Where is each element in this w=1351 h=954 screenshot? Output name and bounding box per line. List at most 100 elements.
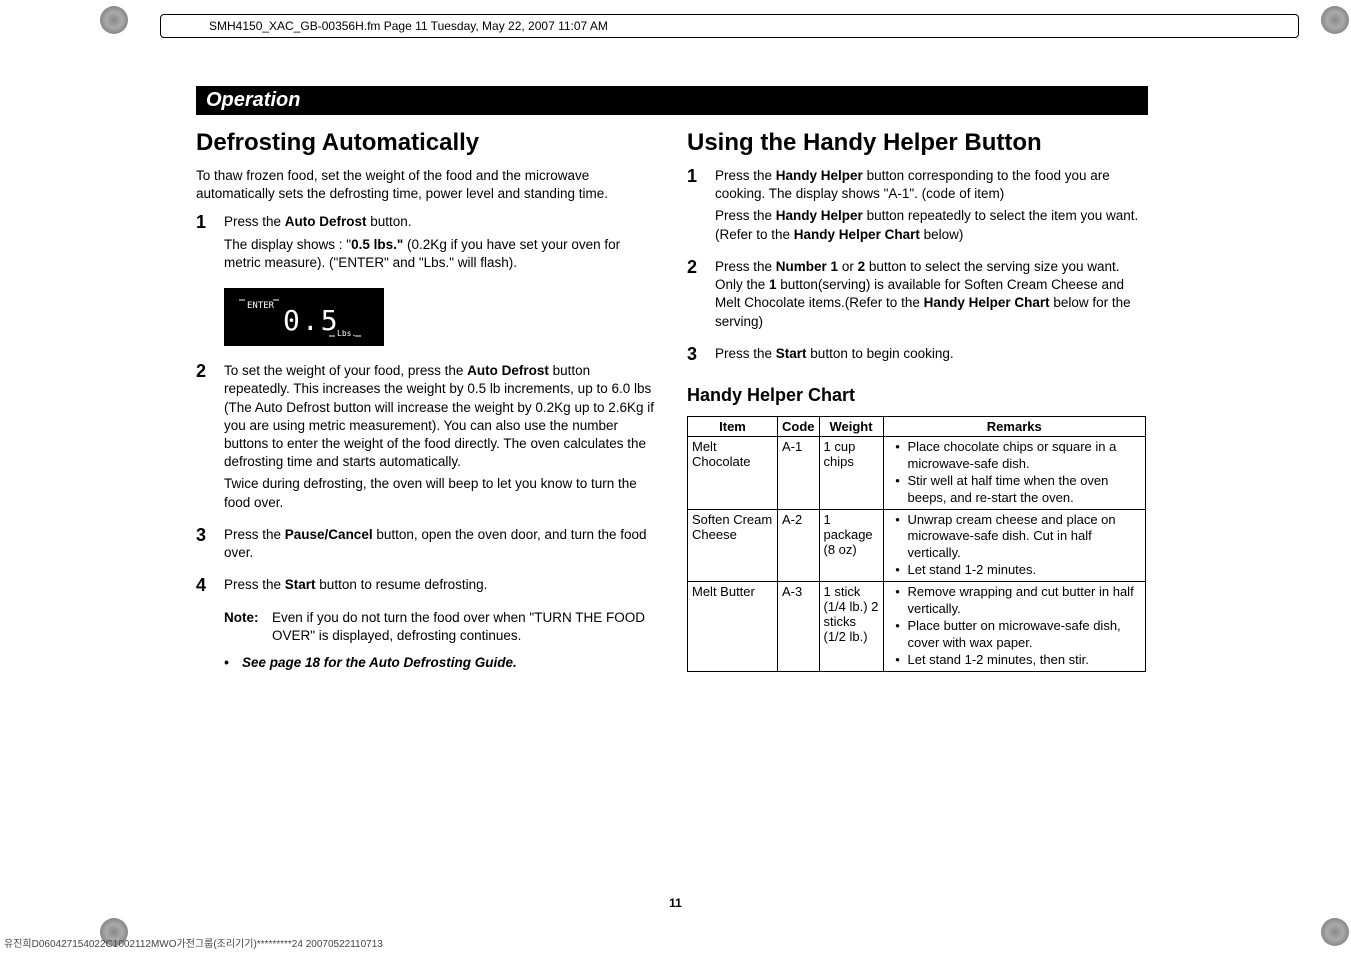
step-number: 1	[687, 167, 715, 248]
chart-header-row: Item Code Weight Remarks	[688, 416, 1146, 436]
t: Number 1	[776, 259, 838, 274]
t: Press the	[715, 168, 776, 183]
t: Handy Helper	[776, 168, 863, 183]
header-file-text: SMH4150_XAC_GB-00356H.fm Page 11 Tuesday…	[209, 19, 608, 33]
t: Press the	[715, 346, 776, 361]
header-file-info: SMH4150_XAC_GB-00356H.fm Page 11 Tuesday…	[160, 14, 1299, 38]
col-weight: Weight	[819, 416, 883, 436]
page-content: Operation Defrosting Automatically To th…	[196, 86, 1146, 672]
handy-step-2: 2 Press the Number 1 or 2 button to sele…	[687, 258, 1146, 335]
remark: Remove wrapping and cut butter in half v…	[908, 584, 1142, 618]
handy-step-1: 1 Press the Handy Helper button correspo…	[687, 167, 1146, 248]
chart-title: Handy Helper Chart	[687, 385, 1146, 406]
cell-weight: 1 cup chips	[819, 436, 883, 509]
remark: Place chocolate chips or square in a mic…	[908, 439, 1142, 473]
cell-remarks: •Place chocolate chips or square in a mi…	[883, 436, 1146, 509]
defrost-step-1: 1 Press the Auto Defrost button. The dis…	[196, 213, 655, 276]
left-column: Defrosting Automatically To thaw frozen …	[196, 129, 655, 672]
step-number: 3	[687, 345, 715, 367]
t: below)	[920, 227, 964, 242]
step-body: Press the Start button to begin cooking.	[715, 345, 954, 367]
step-number: 2	[687, 258, 715, 335]
step-body: Press the Handy Helper button correspond…	[715, 167, 1146, 248]
cell-weight: 1 package (8 oz)	[819, 509, 883, 582]
see-page-ref: • See page 18 for the Auto Defrosting Gu…	[224, 655, 655, 670]
step-number: 3	[196, 526, 224, 566]
col-code: Code	[778, 416, 820, 436]
remark: Let stand 1-2 minutes.	[908, 562, 1037, 579]
cell-code: A-2	[778, 509, 820, 582]
t: Press the	[224, 577, 285, 592]
defrost-title: Defrosting Automatically	[196, 129, 655, 157]
defrost-intro: To thaw frozen food, set the weight of t…	[196, 167, 655, 203]
defrost-note: Note: Even if you do not turn the food o…	[224, 609, 655, 645]
chart-row: Melt Butter A-3 1 stick (1/4 lb.) 2 stic…	[688, 582, 1146, 671]
handy-step-3: 3 Press the Start button to begin cookin…	[687, 345, 1146, 367]
t: or	[838, 259, 858, 274]
t: 1	[769, 277, 777, 292]
cell-item: Soften Cream Cheese	[688, 509, 778, 582]
t: Handy Helper Chart	[794, 227, 920, 242]
t: Auto Defrost	[467, 363, 549, 378]
t: Press the	[715, 208, 776, 223]
columns: Defrosting Automatically To thaw frozen …	[196, 129, 1146, 672]
t: Pause/Cancel	[285, 527, 373, 542]
step-body: Press the Number 1 or 2 button to select…	[715, 258, 1146, 335]
section-tab-label: Operation	[206, 89, 300, 111]
defrost-step-3: 3 Press the Pause/Cancel button, open th…	[196, 526, 655, 566]
t: button to begin cooking.	[807, 346, 954, 361]
t: Auto Defrost	[285, 214, 367, 229]
t: Start	[776, 346, 807, 361]
step-number: 2	[196, 362, 224, 516]
t: Press the	[224, 214, 285, 229]
step-body: Press the Start button to resume defrost…	[224, 576, 487, 598]
cell-remarks: •Remove wrapping and cut butter in half …	[883, 582, 1146, 671]
crop-mark-br	[1321, 918, 1349, 946]
remark: Place butter on microwave-safe dish, cov…	[908, 618, 1142, 652]
remark: Unwrap cream cheese and place on microwa…	[908, 512, 1142, 563]
page-number: 11	[669, 896, 682, 910]
step-number: 1	[196, 213, 224, 276]
see-page-text: See page 18 for the Auto Defrosting Guid…	[242, 655, 517, 670]
crop-mark-tr	[1321, 6, 1349, 34]
step-number: 4	[196, 576, 224, 598]
col-item: Item	[688, 416, 778, 436]
step-body: Press the Pause/Cancel button, open the …	[224, 526, 655, 566]
footer-code: 유진희D060427154022C1002112MWO가전그룹(조리기기)***…	[4, 935, 383, 950]
t: button.	[367, 214, 412, 229]
defrost-step-4: 4 Press the Start button to resume defro…	[196, 576, 655, 598]
note-text: Even if you do not turn the food over wh…	[272, 609, 655, 645]
handy-helper-chart: Item Code Weight Remarks Melt Chocolate …	[687, 416, 1146, 672]
chart-body: Melt Chocolate A-1 1 cup chips •Place ch…	[688, 436, 1146, 671]
oven-display-graphic: ENTER 0.5 Lbs.	[224, 288, 384, 346]
right-column: Using the Handy Helper Button 1 Press th…	[687, 129, 1146, 672]
t: Press the	[224, 527, 285, 542]
display-value-text: 0.5	[283, 304, 340, 337]
chart-row: Soften Cream Cheese A-2 1 package (8 oz)…	[688, 509, 1146, 582]
remark: Stir well at half time when the oven bee…	[908, 473, 1142, 507]
t: 0.5 lbs."	[351, 237, 403, 252]
cell-code: A-1	[778, 436, 820, 509]
remark: Let stand 1-2 minutes, then stir.	[908, 652, 1089, 669]
step-body: Press the Auto Defrost button. The displ…	[224, 213, 655, 276]
col-remarks: Remarks	[883, 416, 1146, 436]
defrost-step-2: 2 To set the weight of your food, press …	[196, 362, 655, 516]
t: The display shows : "	[224, 237, 351, 252]
section-tab: Operation	[196, 86, 1148, 115]
cell-item: Melt Chocolate	[688, 436, 778, 509]
cell-remarks: •Unwrap cream cheese and place on microw…	[883, 509, 1146, 582]
t: Twice during defrosting, the oven will b…	[224, 475, 655, 511]
cell-code: A-3	[778, 582, 820, 671]
crop-mark-tl	[100, 6, 128, 34]
t: button repeatedly. This increases the we…	[224, 363, 654, 469]
t: To set the weight of your food, press th…	[224, 363, 467, 378]
t: Handy Helper Chart	[924, 295, 1050, 310]
t: 2	[858, 259, 866, 274]
cell-weight: 1 stick (1/4 lb.) 2 sticks (1/2 lb.)	[819, 582, 883, 671]
display-enter-text: ENTER	[247, 301, 275, 311]
step-body: To set the weight of your food, press th…	[224, 362, 655, 516]
handy-title: Using the Handy Helper Button	[687, 129, 1146, 157]
chart-row: Melt Chocolate A-1 1 cup chips •Place ch…	[688, 436, 1146, 509]
bullet: •	[224, 655, 242, 670]
t: Start	[285, 577, 316, 592]
